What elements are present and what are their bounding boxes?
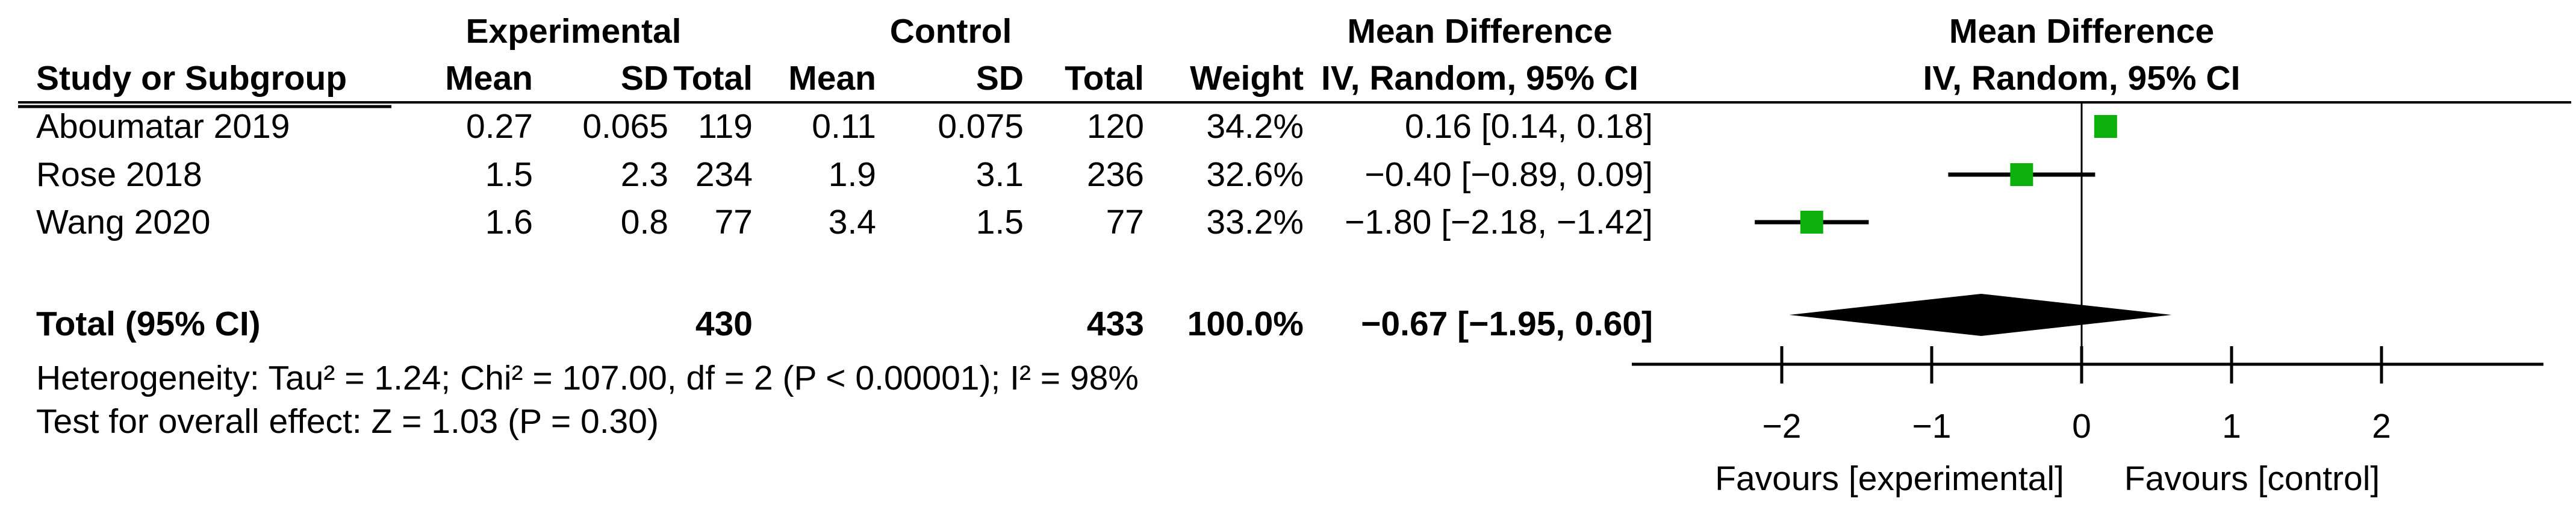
- heterogeneity-text: Heterogeneity: Tau² = 1.24; Chi² = 107.0…: [36, 359, 1139, 397]
- exp-mean: 0.27: [466, 107, 533, 146]
- heterogeneity-row: Heterogeneity: Tau² = 1.24; Chi² = 107.0…: [0, 355, 2576, 401]
- exp-total: 234: [695, 155, 753, 194]
- col-header-exp-mean: Mean: [445, 59, 533, 98]
- exp-total: 77: [714, 203, 753, 241]
- total-ctl-n: 433: [1086, 305, 1144, 343]
- weight: 32.6%: [1206, 155, 1304, 194]
- group-header-control: Control: [889, 12, 1012, 51]
- total-label: Total (95% CI): [36, 305, 261, 343]
- total-weight: 100.0%: [1187, 305, 1304, 343]
- column-header-row: Study or Subgroup Mean SD Total Mean SD …: [0, 55, 2576, 101]
- exp-mean: 1.6: [485, 203, 533, 241]
- ci-text: 0.16 [0.14, 0.18]: [1405, 107, 1653, 146]
- col-header-ci: IV, Random, 95% CI: [1321, 59, 1638, 98]
- col-header-ctl-sd: SD: [975, 59, 1024, 98]
- axis-tick-label: 1: [2222, 407, 2241, 446]
- exp-sd: 0.065: [582, 107, 668, 146]
- col-header-exp-total: Total: [673, 59, 753, 98]
- col-header-weight: Weight: [1190, 59, 1304, 98]
- exp-total: 119: [698, 107, 753, 146]
- weight: 34.2%: [1206, 107, 1304, 146]
- plot-header-ci-method: IV, Random, 95% CI: [1923, 59, 2241, 98]
- axis-tick-label: −2: [1762, 407, 1802, 446]
- weight: 33.2%: [1206, 203, 1304, 241]
- col-header-ctl-mean: Mean: [788, 59, 876, 98]
- ctl-total: 120: [1086, 107, 1144, 146]
- study-name: Rose 2018: [36, 155, 202, 194]
- ctl-mean: 0.11: [812, 107, 876, 146]
- col-header-ctl-total: Total: [1065, 59, 1144, 98]
- group-header-mean-difference: Mean Difference: [1347, 12, 1613, 51]
- ctl-sd: 3.1: [975, 155, 1024, 194]
- overall-effect-row: Test for overall effect: Z = 1.03 (P = 0…: [0, 399, 2576, 444]
- study-name: Wang 2020: [36, 203, 211, 241]
- total-row: Total (95% CI) 430 433 100.0% −0.67 [−1.…: [0, 301, 2576, 347]
- col-header-exp-sd: SD: [620, 59, 668, 98]
- plot-header-mean-difference: Mean Difference: [1949, 12, 2215, 51]
- total-exp-n: 430: [695, 305, 753, 343]
- total-ci-text: −0.67 [−1.95, 0.60]: [1361, 305, 1653, 343]
- exp-sd: 2.3: [620, 155, 668, 194]
- col-header-study: Study or Subgroup: [36, 59, 347, 98]
- group-header-row: Experimental Control Mean Difference Mea…: [0, 8, 2576, 54]
- group-header-experimental: Experimental: [465, 12, 682, 51]
- table-row: Aboumatar 2019 0.27 0.065 119 0.11 0.075…: [0, 104, 2576, 149]
- ctl-total: 236: [1086, 155, 1144, 194]
- ctl-sd: 1.5: [975, 203, 1024, 241]
- axis-tick-label: 2: [2372, 407, 2391, 446]
- axis-tick-label: 0: [2072, 407, 2091, 446]
- table-row: Rose 2018 1.5 2.3 234 1.9 3.1 236 32.6% …: [0, 152, 2576, 197]
- ci-text: −0.40 [−0.89, 0.09]: [1364, 155, 1653, 194]
- favours-experimental-label: Favours [experimental]: [1715, 459, 2064, 498]
- ctl-mean: 1.9: [828, 155, 876, 194]
- exp-mean: 1.5: [485, 155, 533, 194]
- ci-text: −1.80 [−2.18, −1.42]: [1345, 203, 1653, 241]
- ctl-total: 77: [1106, 203, 1144, 241]
- overall-effect-text: Test for overall effect: Z = 1.03 (P = 0…: [36, 402, 659, 441]
- table-row: Wang 2020 1.6 0.8 77 3.4 1.5 77 33.2% −1…: [0, 199, 2576, 245]
- axis-tick-label: −1: [1912, 407, 1952, 446]
- ctl-mean: 3.4: [828, 203, 876, 241]
- exp-sd: 0.8: [620, 203, 668, 241]
- ctl-sd: 0.075: [938, 107, 1024, 146]
- favours-control-label: Favours [control]: [2124, 459, 2380, 498]
- study-name: Aboumatar 2019: [36, 107, 290, 146]
